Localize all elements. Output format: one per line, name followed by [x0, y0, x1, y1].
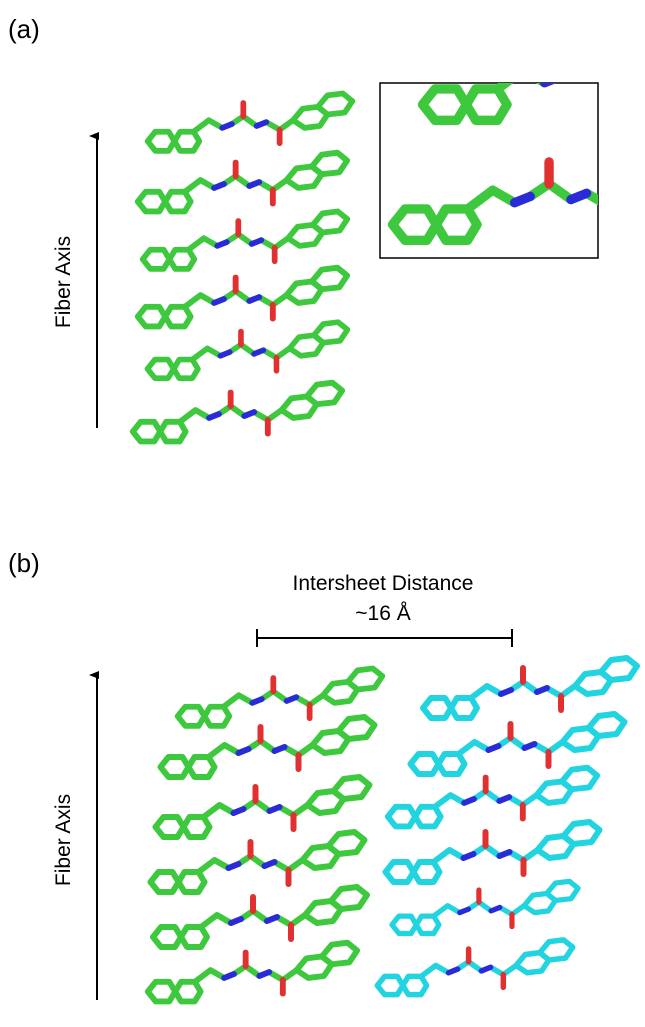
inset-box	[379, 82, 599, 259]
panel-label: (b)	[8, 548, 40, 578]
panel-label: (a)	[8, 14, 40, 44]
molecule	[133, 383, 342, 442]
molecule-stack	[133, 93, 353, 441]
molecule	[148, 943, 357, 1002]
molecule	[377, 940, 572, 995]
molecule	[138, 153, 347, 212]
molecule	[423, 658, 637, 718]
distance-label: Intersheet Distance	[293, 572, 474, 595]
axis-label: Fiber Axis	[52, 236, 75, 328]
molecule-stack	[377, 658, 637, 995]
molecule	[143, 211, 348, 268]
molecule	[411, 714, 625, 774]
molecule	[151, 832, 365, 892]
molecule	[156, 777, 370, 837]
molecule	[153, 887, 367, 947]
molecule	[392, 881, 578, 933]
scale-bar	[256, 629, 513, 647]
axis-label: Fiber Axis	[52, 794, 75, 886]
molecule	[147, 322, 347, 378]
molecule	[386, 822, 600, 882]
molecule	[138, 268, 347, 327]
molecule	[148, 93, 353, 150]
distance-value: ~16 Å	[355, 602, 410, 625]
molecule-stack	[148, 668, 383, 1001]
